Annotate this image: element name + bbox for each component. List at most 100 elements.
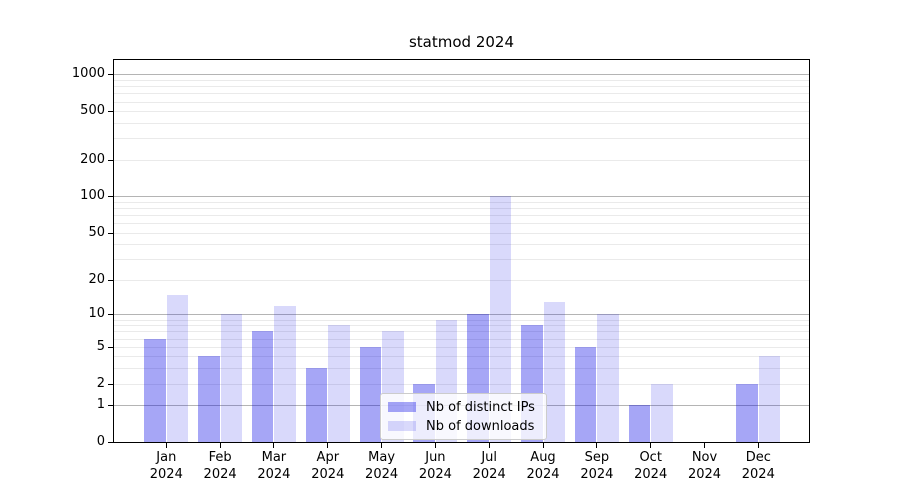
x-axis-tick-mark: [381, 443, 383, 448]
x-axis-tick-label-line: 2024: [634, 466, 668, 482]
x-axis-tick-mark: [488, 443, 490, 448]
y-axis-tick-mark: [108, 280, 113, 281]
bar-downloads: [543, 301, 565, 442]
y-axis-tick-mark: [108, 233, 113, 234]
bar-downloads: [220, 314, 243, 442]
x-axis-tick-label: Mar 2024: [242, 450, 306, 483]
x-axis-tick-mark: [650, 443, 652, 448]
gridline-minor: [114, 325, 809, 327]
bar-downloads: [597, 314, 619, 442]
gridline-major: [114, 196, 809, 198]
chart-title: statmod 2024: [408, 33, 515, 51]
y-axis-tick-label: 1000: [71, 66, 105, 82]
bar-downloads: [758, 356, 781, 442]
gridline-minor: [114, 111, 809, 113]
gridline-minor: [114, 202, 809, 203]
bar-downloads: [274, 305, 296, 442]
y-axis-tick-label: 20: [88, 272, 105, 287]
bar-distinct-ips: [251, 331, 274, 442]
y-axis-tick-mark: [108, 74, 113, 75]
y-axis-tick-mark: [108, 442, 113, 443]
gridline-minor: [114, 101, 809, 103]
gridline-minor: [114, 80, 809, 81]
gridline-minor: [114, 356, 809, 358]
y-axis-tick-label: 50: [88, 224, 105, 240]
gridline-minor: [114, 232, 809, 234]
x-axis-tick-mark: [542, 443, 544, 448]
x-axis-tick-label-line: 2024: [257, 466, 291, 482]
bar-downloads: [166, 294, 189, 442]
x-axis-tick-label-line: Sep: [584, 450, 610, 465]
gridline-minor: [114, 319, 809, 321]
x-axis-tick-label-line: 2024: [580, 466, 614, 482]
gridline-minor: [114, 138, 809, 140]
x-axis-tick-label-line: Jun: [425, 450, 446, 465]
bar-downloads: [328, 325, 350, 442]
gridline-minor: [114, 280, 809, 281]
x-axis-tick-mark: [273, 443, 275, 448]
y-axis-tick-label: 200: [80, 151, 105, 167]
gridline-minor: [114, 244, 809, 246]
gridline-minor: [114, 215, 809, 217]
gridline-minor: [114, 208, 809, 210]
x-axis-tick-mark: [327, 443, 329, 448]
bar-distinct-ips: [736, 383, 758, 442]
x-axis-tick-label-line: 2024: [311, 466, 345, 482]
gridline-minor: [114, 93, 809, 95]
x-axis-tick-label: Oct 2024: [619, 450, 683, 483]
x-axis-tick-label-line: 2024: [418, 466, 452, 482]
legend-entry-distinct-ips: Nb of distinct IPs: [388, 399, 539, 415]
x-axis-tick-label: Nov 2024: [673, 450, 737, 483]
gridline-major: [114, 74, 809, 76]
legend-swatch-downloads: [388, 421, 416, 431]
x-axis-tick-label: Feb 2024: [188, 450, 252, 483]
y-axis-tick-label: 500: [80, 103, 105, 119]
bar-distinct-ips: [628, 405, 651, 442]
x-axis-tick-label-line: 2024: [149, 466, 183, 482]
y-axis-tick-label: 10: [88, 306, 105, 322]
gridline-minor: [114, 368, 809, 370]
y-axis-tick-label: 5: [96, 338, 105, 354]
legend: Nb of distinct IPs Nb of downloads: [380, 393, 547, 440]
legend-entry-downloads: Nb of downloads: [388, 418, 539, 434]
x-axis-tick-label: Jun 2024: [403, 450, 467, 483]
x-axis-tick-label-line: Oct: [639, 450, 662, 465]
y-axis-tick-mark: [108, 347, 113, 348]
gridline-minor: [114, 259, 809, 261]
x-axis-tick-mark: [704, 443, 705, 448]
x-axis-tick-label-line: Jul: [481, 450, 498, 465]
y-axis-tick-label: 0: [96, 434, 105, 449]
bar-downloads: [489, 196, 512, 442]
bar-distinct-ips: [574, 346, 597, 442]
x-axis-tick-mark: [434, 443, 436, 448]
gridline-minor: [114, 86, 809, 88]
x-axis-tick-mark: [596, 443, 598, 448]
x-axis-tick-mark: [757, 443, 759, 448]
x-axis-tick-label-line: Apr: [316, 450, 340, 465]
bar-distinct-ips: [144, 338, 166, 442]
y-axis-tick-mark: [108, 314, 113, 315]
x-axis-tick-label-line: 2024: [741, 466, 775, 482]
y-axis-tick-label: 100: [80, 188, 105, 204]
y-axis-tick-label: 1: [96, 397, 105, 413]
bar-distinct-ips: [198, 356, 220, 442]
x-axis-tick-label: Sep 2024: [565, 450, 629, 483]
x-axis-tick-label-line: Aug: [530, 450, 556, 465]
gridline-minor: [114, 123, 809, 124]
x-axis-tick-label-line: Nov: [691, 450, 718, 465]
bar-downloads: [651, 383, 673, 442]
x-axis-tick-label-line: 2024: [526, 466, 560, 482]
gridline-minor: [114, 331, 809, 333]
x-axis-tick-label: Aug 2024: [511, 450, 575, 483]
legend-label-downloads: Nb of downloads: [426, 418, 535, 434]
plot-area: Nb of distinct IPs Nb of downloads: [113, 59, 810, 443]
x-axis-tick-label-line: Feb: [208, 450, 232, 465]
x-axis-tick-label-line: May: [368, 450, 396, 465]
gridline-minor: [114, 223, 809, 225]
gridline-minor: [114, 383, 809, 385]
x-axis-tick-label-line: Jan: [156, 450, 177, 465]
gridline-minor: [114, 159, 809, 161]
x-axis-tick-label: May 2024: [350, 450, 414, 483]
x-axis-tick-mark: [219, 443, 221, 448]
